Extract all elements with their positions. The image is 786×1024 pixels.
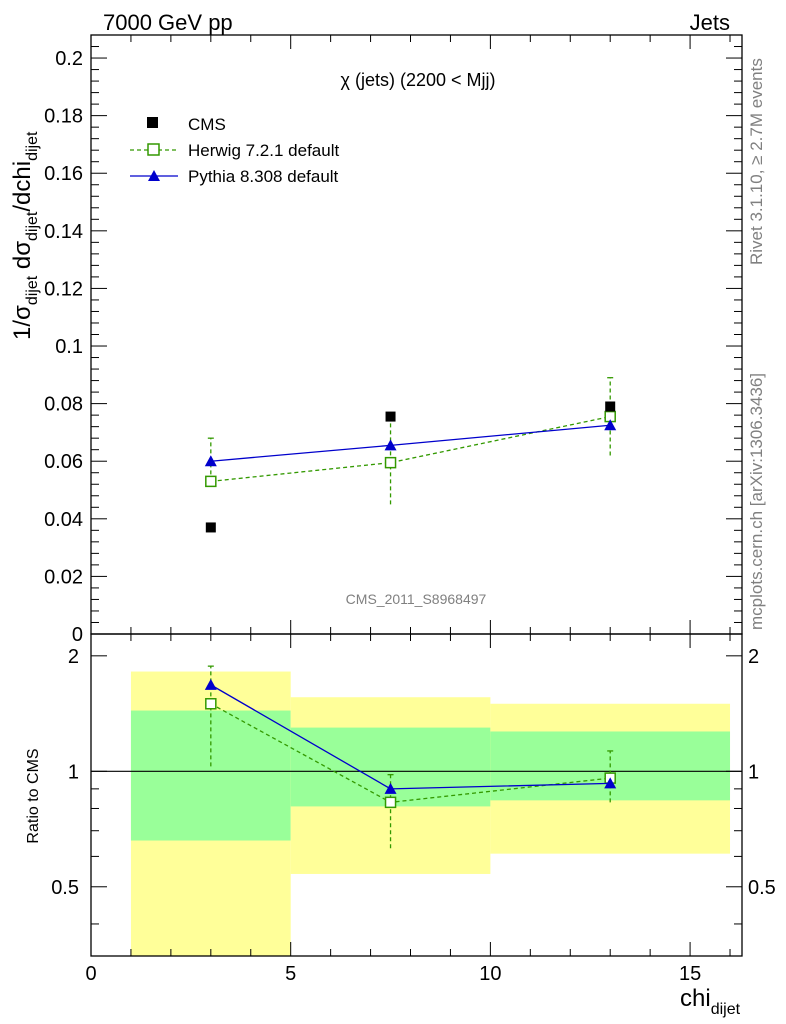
pythia-point: [604, 419, 617, 431]
legend-label-pythia: Pythia 8.308 default: [188, 167, 339, 186]
main-ytick-label: 0.12: [44, 278, 83, 300]
header-left: 7000 GeV pp: [103, 10, 233, 35]
legend-marker-cms: [147, 117, 158, 128]
cms-point: [205, 522, 216, 533]
pythia-point: [204, 455, 217, 467]
cms-point: [385, 411, 396, 422]
main-ytick-label: 0.2: [55, 48, 83, 70]
legend-marker-pythia: [148, 170, 160, 181]
header-right: Jets: [690, 10, 730, 35]
ratio-ytick-label-right: 1: [748, 761, 759, 783]
pythia-point: [384, 439, 397, 451]
watermark: CMS_2011_S8968497: [346, 591, 487, 607]
main-ytick-label: 0.1: [55, 336, 83, 358]
main-ytick-label: 0.08: [44, 394, 83, 416]
cms-point: [605, 401, 616, 412]
xtick-label: 5: [285, 963, 296, 985]
main-ytick-label: 0.04: [44, 509, 83, 531]
ratio-herwig-point: [384, 796, 397, 809]
ratio-ytick-label: 2: [68, 646, 79, 668]
herwig-point: [205, 475, 217, 488]
ratio-ytick-label-right: 0.5: [748, 877, 776, 899]
legend-marker-herwig: [147, 143, 160, 156]
uncertainty-band-inner: [130, 710, 291, 841]
svg-text:chidijet: chidijet: [680, 985, 741, 1018]
herwig-line: [210, 415, 611, 483]
ratio-panel: 0.5 0.5 1 1 2 2 0 5 10 15: [51, 633, 776, 985]
ratio-frame: [90, 633, 743, 957]
ratio-pythia-point: [384, 782, 397, 794]
rivet-label: Rivet 3.1.10, ≥ 2.7M events: [747, 58, 766, 265]
main-y-axis-label: 1/σdijet dσdijet/dchidijet: [9, 131, 41, 340]
svg-text:1/σdijet dσdijet/dchidijet: 1/σdijet dσdijet/dchidijet: [9, 131, 41, 340]
main-ytick-label: 0: [72, 624, 83, 646]
pythia-line: [210, 424, 611, 462]
ratio-herwig-point: [205, 698, 217, 710]
main-ytick-label: 0.14: [44, 221, 83, 243]
ratio-y-axis-label: Ratio to CMS: [25, 748, 42, 843]
legend-label-herwig: Herwig 7.2.1 default: [188, 141, 339, 160]
xtick-label: 10: [479, 963, 501, 985]
legend: CMS Herwig 7.2.1 default Pythia 8.308 de…: [130, 115, 339, 186]
mcplots-label: mcplots.cern.ch [arXiv:1306.3436]: [747, 373, 766, 630]
xtick-label: 0: [85, 963, 96, 985]
main-ytick-label: 0.18: [44, 106, 83, 128]
ratio-pythia-point: [204, 678, 217, 690]
main-ytick-label: 0.02: [44, 566, 83, 588]
main-ytick-label: 0.06: [44, 451, 83, 473]
main-title: χ (jets) (2200 < Mjj): [341, 70, 496, 90]
main-panel: 0 0.02 0.04 0.06 0.08 0.1 0.12 0.14 0.16 0.18 0.2: [44, 34, 743, 646]
legend-label-cms: CMS: [188, 115, 226, 134]
ratio-ytick-label-right: 2: [748, 646, 759, 668]
ratio-ytick-label: 0.5: [51, 877, 79, 899]
herwig-point: [384, 456, 397, 469]
ratio-ytick-label: 1: [68, 761, 79, 783]
xtick-label: 15: [679, 963, 701, 985]
x-axis-label: chidijet: [680, 985, 741, 1018]
ratio-pythia-point: [604, 777, 617, 789]
main-ytick-label: 0.16: [44, 163, 83, 185]
